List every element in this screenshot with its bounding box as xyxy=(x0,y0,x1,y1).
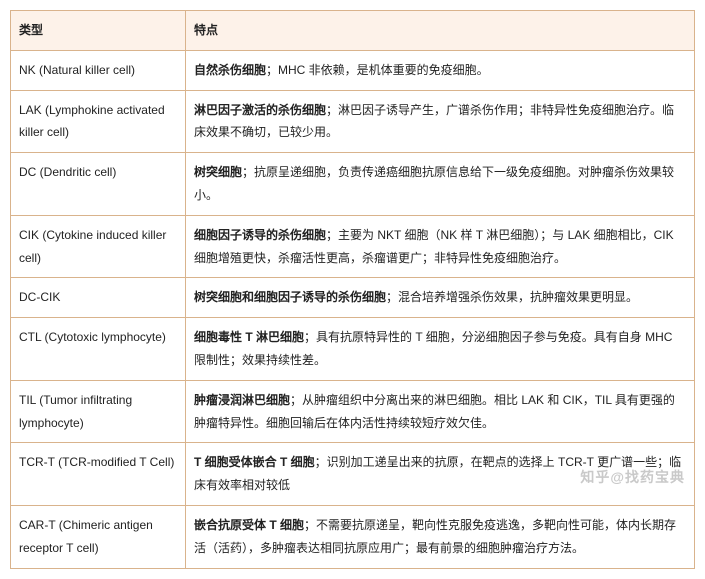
cell-feature: 自然杀伤细胞；MHC 非依赖，是机体重要的免疫细胞。 xyxy=(186,50,695,90)
cell-feature: 细胞毒性 T 淋巴细胞；具有抗原特异性的 T 细胞，分泌细胞因子参与免疫。具有自… xyxy=(186,318,695,381)
header-type: 类型 xyxy=(11,11,186,51)
cell-type: TIL (Tumor infiltrating lymphocyte) xyxy=(11,380,186,443)
feature-bold: 嵌合抗原受体 T 细胞 xyxy=(194,518,304,532)
header-feature: 特点 xyxy=(186,11,695,51)
feature-bold: 肿瘤浸润淋巴细胞 xyxy=(194,393,290,407)
table-row: LAK (Lymphokine activated killer cell)淋巴… xyxy=(11,90,695,153)
cell-feature: T 细胞受体嵌合 T 细胞；识别加工递呈出来的抗原，在靶点的选择上 TCR-T … xyxy=(186,443,695,506)
table-row: NK (Natural killer cell)自然杀伤细胞；MHC 非依赖，是… xyxy=(11,50,695,90)
cell-feature: 树突细胞和细胞因子诱导的杀伤细胞；混合培养增强杀伤效果，抗肿瘤效果更明显。 xyxy=(186,278,695,318)
cell-type: DC (Dendritic cell) xyxy=(11,153,186,216)
cell-type: CAR-T (Chimeric antigen receptor T cell) xyxy=(11,505,186,568)
feature-bold: 淋巴因子激活的杀伤细胞 xyxy=(194,103,326,117)
cell-type: TCR-T (TCR-modified T Cell) xyxy=(11,443,186,506)
table-row: CIK (Cytokine induced killer cell)细胞因子诱导… xyxy=(11,215,695,278)
cell-type: LAK (Lymphokine activated killer cell) xyxy=(11,90,186,153)
cell-feature: 肿瘤浸润淋巴细胞；从肿瘤组织中分离出来的淋巴细胞。相比 LAK 和 CIK，TI… xyxy=(186,380,695,443)
cell-therapy-table: 类型 特点 NK (Natural killer cell)自然杀伤细胞；MHC… xyxy=(10,10,695,569)
table-row: CTL (Cytotoxic lymphocyte)细胞毒性 T 淋巴细胞；具有… xyxy=(11,318,695,381)
table-header-row: 类型 特点 xyxy=(11,11,695,51)
cell-feature: 嵌合抗原受体 T 细胞；不需要抗原递呈，靶向性克服免疫逃逸，多靶向性可能，体内长… xyxy=(186,505,695,568)
cell-feature: 细胞因子诱导的杀伤细胞；主要为 NKT 细胞（NK 样 T 淋巴细胞）；与 LA… xyxy=(186,215,695,278)
feature-bold: 细胞毒性 T 淋巴细胞 xyxy=(194,330,304,344)
feature-bold: 自然杀伤细胞 xyxy=(194,63,266,77)
table-row: DC (Dendritic cell)树突细胞；抗原呈递细胞，负责传递癌细胞抗原… xyxy=(11,153,695,216)
cell-feature: 树突细胞；抗原呈递细胞，负责传递癌细胞抗原信息给下一级免疫细胞。对肿瘤杀伤效果较… xyxy=(186,153,695,216)
cell-type: DC-CIK xyxy=(11,278,186,318)
cell-feature: 淋巴因子激活的杀伤细胞；淋巴因子诱导产生，广谱杀伤作用；非特异性免疫细胞治疗。临… xyxy=(186,90,695,153)
feature-bold: 树突细胞 xyxy=(194,165,242,179)
table-row: TCR-T (TCR-modified T Cell)T 细胞受体嵌合 T 细胞… xyxy=(11,443,695,506)
table-row: TIL (Tumor infiltrating lymphocyte)肿瘤浸润淋… xyxy=(11,380,695,443)
feature-rest: ；混合培养增强杀伤效果，抗肿瘤效果更明显。 xyxy=(386,290,638,304)
feature-bold: 树突细胞和细胞因子诱导的杀伤细胞 xyxy=(194,290,386,304)
cell-type: CTL (Cytotoxic lymphocyte) xyxy=(11,318,186,381)
cell-type: CIK (Cytokine induced killer cell) xyxy=(11,215,186,278)
cell-type: NK (Natural killer cell) xyxy=(11,50,186,90)
feature-bold: T 细胞受体嵌合 T 细胞 xyxy=(194,455,315,469)
table-row: DC-CIK树突细胞和细胞因子诱导的杀伤细胞；混合培养增强杀伤效果，抗肿瘤效果更… xyxy=(11,278,695,318)
feature-bold: 细胞因子诱导的杀伤细胞 xyxy=(194,228,326,242)
feature-rest: ；MHC 非依赖，是机体重要的免疫细胞。 xyxy=(266,63,489,77)
table-row: CAR-T (Chimeric antigen receptor T cell)… xyxy=(11,505,695,568)
feature-rest: ；抗原呈递细胞，负责传递癌细胞抗原信息给下一级免疫细胞。对肿瘤杀伤效果较小。 xyxy=(194,165,674,202)
